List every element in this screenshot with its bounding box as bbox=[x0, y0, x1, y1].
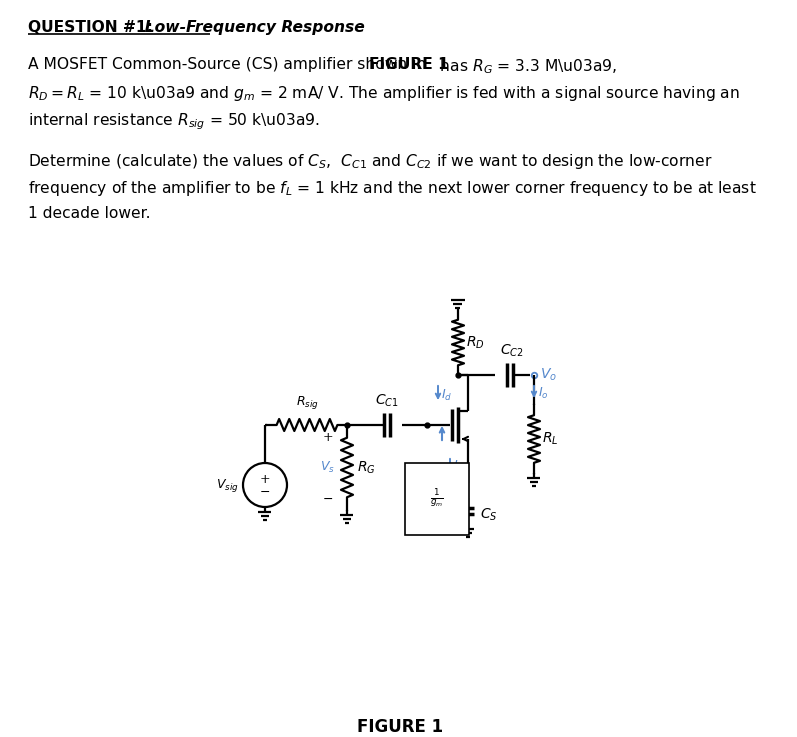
Text: $R_D$: $R_D$ bbox=[466, 335, 485, 351]
Text: $\frac{1}{g_m}$: $\frac{1}{g_m}$ bbox=[430, 488, 444, 511]
Text: internal resistance $R_{sig}$ = 50 k\u03a9.: internal resistance $R_{sig}$ = 50 k\u03… bbox=[28, 111, 320, 132]
Text: $R_L$: $R_L$ bbox=[542, 431, 559, 447]
Text: $R_{sig}$: $R_{sig}$ bbox=[296, 394, 319, 411]
Text: has $R_G$ = 3.3 M\u03a9,: has $R_G$ = 3.3 M\u03a9, bbox=[435, 57, 618, 76]
Text: frequency of the amplifier to be $f_L$ = 1 kHz and the next lower corner frequen: frequency of the amplifier to be $f_L$ =… bbox=[28, 178, 756, 198]
Text: FIGURE 1: FIGURE 1 bbox=[357, 718, 443, 736]
Text: $C_{C2}$: $C_{C2}$ bbox=[501, 343, 524, 359]
Text: Low-Frequency Response: Low-Frequency Response bbox=[137, 20, 365, 35]
Text: FIGURE 1: FIGURE 1 bbox=[369, 57, 449, 72]
Text: $V_s$: $V_s$ bbox=[320, 460, 335, 475]
Text: $V_o$: $V_o$ bbox=[540, 367, 557, 383]
Text: $-$: $-$ bbox=[322, 492, 333, 505]
Text: $C_S$: $C_S$ bbox=[480, 507, 497, 523]
Text: $I_d$: $I_d$ bbox=[441, 388, 452, 402]
Text: +: + bbox=[322, 430, 333, 444]
Text: A MOSFET Common-Source (CS) amplifier shown in: A MOSFET Common-Source (CS) amplifier sh… bbox=[28, 57, 431, 72]
Text: $R_D = R_L$ = 10 k\u03a9 and $g_m$ = 2 mA/ V. The amplifier is fed with a signal: $R_D = R_L$ = 10 k\u03a9 and $g_m$ = 2 m… bbox=[28, 84, 740, 103]
Text: −: − bbox=[260, 486, 270, 498]
Text: $R_G$: $R_G$ bbox=[357, 459, 375, 475]
Text: +: + bbox=[260, 472, 270, 486]
Text: Determine (calculate) the values of $C_S$,  $C_{C1}$ and $C_{C2}$ if we want to : Determine (calculate) the values of $C_S… bbox=[28, 152, 713, 170]
Text: QUESTION #1:: QUESTION #1: bbox=[28, 20, 153, 35]
Text: $I_d$: $I_d$ bbox=[453, 458, 465, 474]
Text: $V_{sig}$: $V_{sig}$ bbox=[216, 477, 239, 494]
Text: $I_o$: $I_o$ bbox=[538, 385, 548, 400]
Text: 1 decade lower.: 1 decade lower. bbox=[28, 206, 151, 220]
Text: $C_{C1}$: $C_{C1}$ bbox=[375, 393, 398, 409]
